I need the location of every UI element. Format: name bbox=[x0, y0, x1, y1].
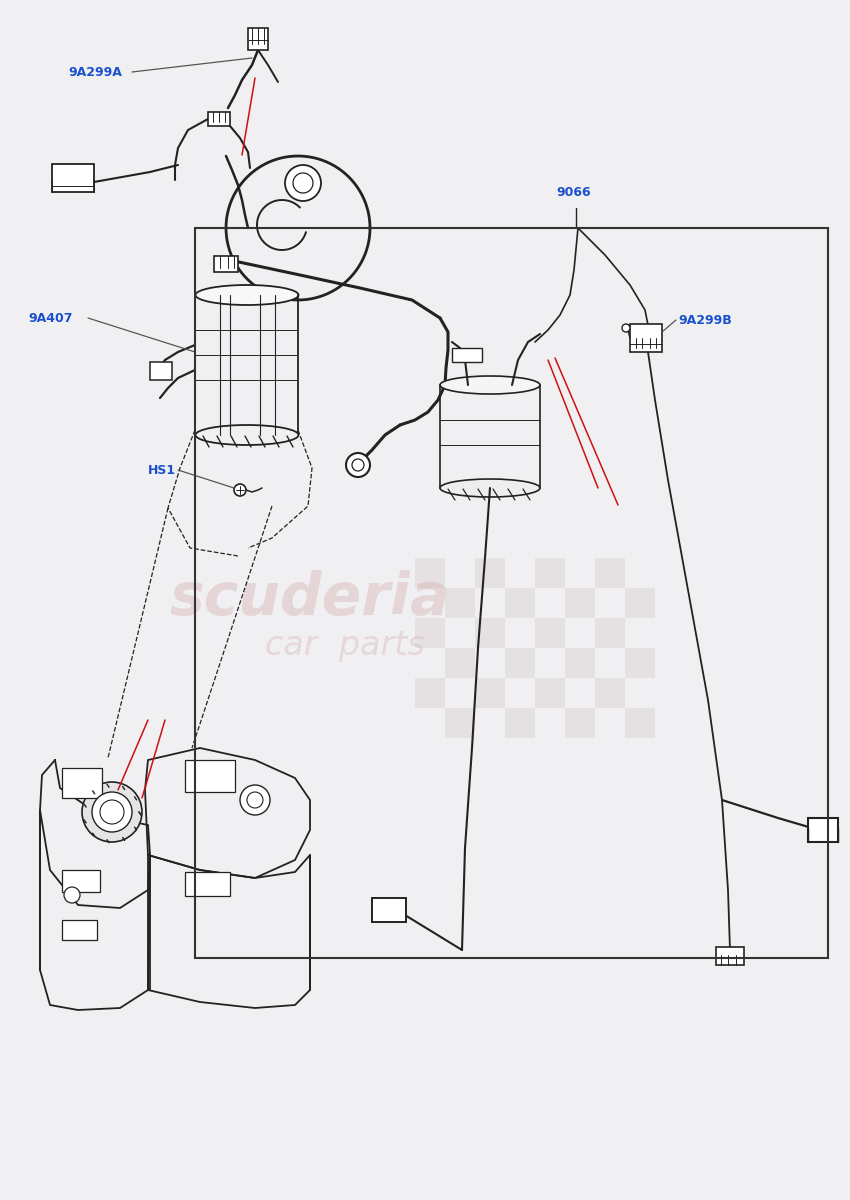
Bar bbox=[415, 558, 445, 588]
Ellipse shape bbox=[440, 479, 540, 497]
Bar bbox=[415, 678, 445, 708]
Bar bbox=[445, 708, 475, 738]
Bar bbox=[475, 618, 505, 648]
Bar bbox=[535, 618, 565, 648]
Bar bbox=[475, 678, 505, 708]
Bar bbox=[452, 348, 482, 362]
Bar bbox=[625, 648, 655, 678]
Text: scuderia: scuderia bbox=[170, 570, 450, 626]
Circle shape bbox=[285, 164, 321, 200]
Ellipse shape bbox=[196, 425, 298, 445]
Bar bbox=[475, 558, 505, 588]
Bar bbox=[565, 588, 595, 618]
Text: 9A299A: 9A299A bbox=[68, 66, 122, 78]
Bar bbox=[505, 648, 535, 678]
Bar bbox=[565, 648, 595, 678]
Bar bbox=[214, 256, 238, 272]
Bar bbox=[372, 898, 406, 922]
Bar bbox=[565, 708, 595, 738]
Bar bbox=[195, 228, 828, 958]
Bar bbox=[185, 760, 235, 792]
Circle shape bbox=[100, 800, 124, 824]
Bar bbox=[535, 678, 565, 708]
Bar bbox=[505, 588, 535, 618]
Bar bbox=[595, 558, 625, 588]
Circle shape bbox=[82, 782, 142, 842]
Text: 9A299B: 9A299B bbox=[678, 313, 732, 326]
Text: 9A407: 9A407 bbox=[28, 312, 72, 324]
Text: HS1: HS1 bbox=[148, 463, 176, 476]
Bar bbox=[630, 324, 662, 352]
Circle shape bbox=[622, 324, 630, 332]
Circle shape bbox=[92, 792, 132, 832]
Ellipse shape bbox=[440, 376, 540, 394]
Bar bbox=[595, 678, 625, 708]
Bar bbox=[625, 588, 655, 618]
Bar bbox=[445, 588, 475, 618]
Circle shape bbox=[234, 484, 246, 496]
Bar bbox=[808, 818, 838, 842]
Circle shape bbox=[293, 173, 313, 193]
Circle shape bbox=[352, 458, 364, 470]
Bar bbox=[625, 708, 655, 738]
Bar bbox=[185, 872, 230, 896]
Bar bbox=[505, 708, 535, 738]
Circle shape bbox=[240, 785, 270, 815]
Circle shape bbox=[247, 792, 263, 808]
Bar bbox=[62, 920, 97, 940]
Bar bbox=[62, 870, 100, 892]
Bar bbox=[415, 618, 445, 648]
Bar bbox=[52, 164, 94, 192]
Text: car  parts: car parts bbox=[265, 629, 425, 661]
Bar bbox=[445, 648, 475, 678]
Text: 9066: 9066 bbox=[556, 186, 591, 199]
Bar bbox=[208, 112, 230, 126]
Circle shape bbox=[64, 887, 80, 902]
Bar bbox=[248, 28, 268, 50]
Bar bbox=[535, 558, 565, 588]
Ellipse shape bbox=[196, 284, 298, 305]
Bar bbox=[716, 947, 744, 965]
Bar bbox=[150, 362, 172, 380]
Bar bbox=[595, 618, 625, 648]
Circle shape bbox=[346, 452, 370, 476]
Bar bbox=[62, 768, 102, 798]
